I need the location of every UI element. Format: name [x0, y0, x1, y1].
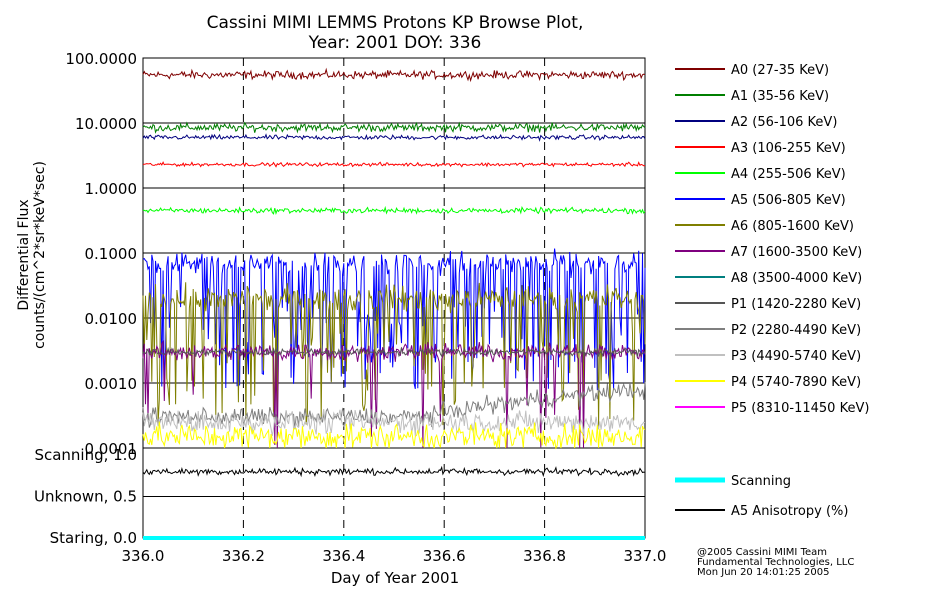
y-axis-label-line1: Differential Flux — [16, 199, 32, 310]
lower-y-tick-label: Staring, 0.0 — [50, 529, 137, 547]
chart-subtitle: Year: 2001 DOY: 336 — [308, 33, 482, 53]
series-line — [142, 381, 646, 430]
legend-label: A6 (805-1600 KeV) — [731, 219, 854, 234]
x-tick-label: 337.0 — [624, 547, 667, 565]
series-line — [142, 282, 646, 428]
x-tick-label: 336.8 — [523, 547, 566, 565]
chart-title: Cassini MIMI LEMMS Protons KP Browse Plo… — [207, 13, 584, 33]
series-line — [142, 133, 646, 142]
x-tick-label: 336.4 — [322, 547, 365, 565]
legend-label: P2 (2280-4490 KeV) — [731, 323, 861, 338]
series-line — [142, 248, 646, 391]
y-tick-label: 10.0000 — [75, 115, 137, 133]
lower-y-tick-label: Scanning, 1.0 — [34, 446, 137, 464]
x-tick-label: 336.6 — [423, 547, 466, 565]
x-tick-label: 336.2 — [222, 547, 265, 565]
series-line — [142, 67, 646, 83]
series-line — [142, 161, 646, 168]
series-line — [142, 346, 646, 358]
legend-label: A5 Anisotropy (%) — [731, 504, 848, 519]
legend-label: P3 (4490-5740 KeV) — [731, 349, 861, 364]
legend-label: A2 (56-106 KeV) — [731, 115, 837, 130]
y-axis-label-line2: counts/(cm^2*sr*keV*sec) — [32, 161, 48, 349]
series-line — [142, 121, 646, 134]
lower-series-line — [142, 465, 646, 478]
legend: A0 (27-35 KeV) A1 (35-56 KeV) A2 (56-106 K… — [675, 63, 869, 519]
series-line — [142, 409, 646, 437]
legend-label: A5 (506-805 KeV) — [731, 193, 846, 208]
y-tick-label: 0.0001 — [85, 440, 138, 458]
legend-label: P4 (5740-7890 KeV) — [731, 375, 861, 390]
footer-timestamp: Mon Jun 20 14:01:25 2005 — [697, 567, 830, 578]
y-tick-label: 0.1000 — [85, 245, 138, 263]
lower-y-tick-label: Unknown, 0.5 — [34, 488, 137, 506]
footer-copyright: @2005 Cassini MIMI Team — [697, 547, 827, 558]
series-line — [142, 421, 646, 450]
y-tick-label: 100.0000 — [65, 50, 137, 68]
plot-layer: 100.0000 10.0000 1.0000 0.1000 0.0100 0.0010 0… — [34, 50, 667, 565]
series-line — [142, 205, 646, 216]
legend-label: A4 (255-506 KeV) — [731, 167, 846, 182]
x-axis-label: Day of Year 2001 — [331, 569, 459, 587]
legend-label: A1 (35-56 KeV) — [731, 89, 829, 104]
legend-label: A0 (27-35 KeV) — [731, 63, 829, 78]
legend-label: A8 (3500-4000 KeV) — [731, 271, 862, 286]
legend-label: P1 (1420-2280 KeV) — [731, 297, 861, 312]
x-tick-label: 336.0 — [122, 547, 165, 565]
legend-label: A7 (1600-3500 KeV) — [731, 245, 862, 260]
legend-label: P5 (8310-11450 KeV) — [731, 401, 869, 416]
legend-label: A3 (106-255 KeV) — [731, 141, 846, 156]
legend-label: Scanning — [731, 474, 791, 489]
y-tick-label: 1.0000 — [85, 180, 138, 198]
footer-organization: Fundamental Technologies, LLC — [697, 557, 854, 568]
lower-panel-frame — [142, 447, 646, 539]
y-tick-label: 0.0100 — [85, 310, 138, 328]
y-tick-label: 0.0010 — [85, 375, 138, 393]
